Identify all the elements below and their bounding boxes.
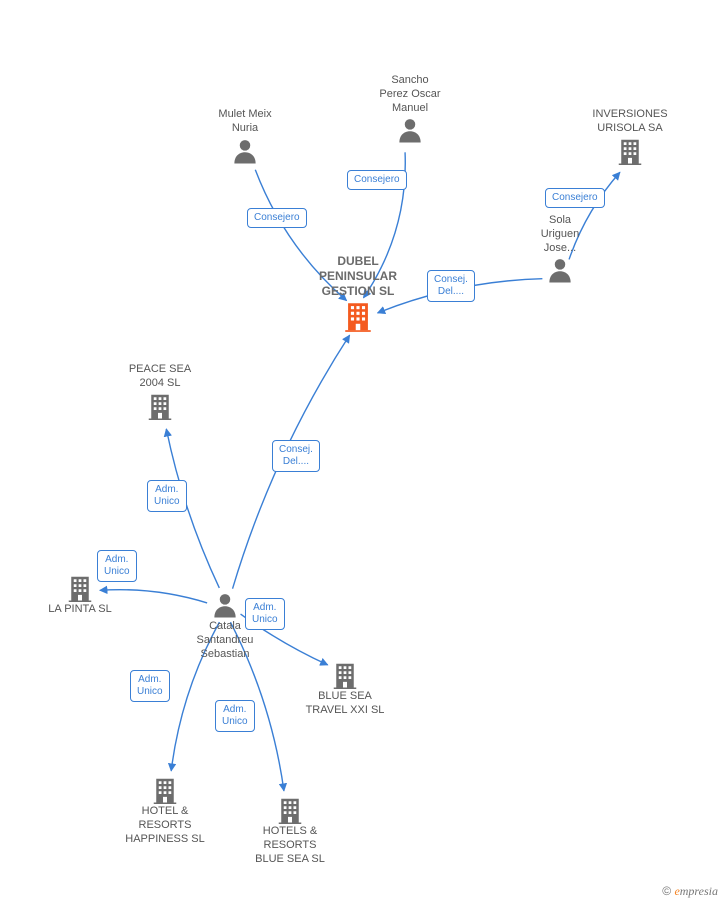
edge-label: Consejero [247, 208, 307, 228]
building-icon [150, 775, 180, 805]
footer-copyright: © empresia [662, 884, 718, 899]
node-mulet: Mulet MeixNuria [190, 108, 300, 166]
building-icon [615, 136, 645, 166]
building-icon [145, 391, 175, 421]
node-bluesea: HOTELS &RESORTSBLUE SEA SL [235, 795, 345, 866]
building-icon [330, 660, 360, 690]
node-label: LA PINTA SL [25, 603, 135, 617]
node-happy: HOTEL &RESORTSHAPPINESS SL [110, 775, 220, 846]
node-label: Mulet MeixNuria [190, 108, 300, 136]
node-label: HOTEL &RESORTSHAPPINESS SL [110, 805, 220, 846]
node-inver: INVERSIONESURISOLA SA [575, 108, 685, 166]
edge-label: Adm. Unico [245, 598, 285, 630]
person-icon [230, 136, 260, 166]
node-sancho: SanchoPerez OscarManuel [355, 74, 465, 145]
node-dubel: DUBELPENINSULARGESTION SL [303, 254, 413, 333]
person-icon [395, 115, 425, 145]
copyright-symbol: © [662, 884, 671, 898]
building-icon [275, 795, 305, 825]
building-icon [341, 299, 375, 333]
person-icon [545, 255, 575, 285]
node-label: SanchoPerez OscarManuel [355, 74, 465, 115]
node-label: BLUE SEATRAVEL XXI SL [290, 690, 400, 718]
edge-label: Adm. Unico [130, 670, 170, 702]
edge-label: Consej. Del.... [272, 440, 320, 472]
edge-label: Consej. Del.... [427, 270, 475, 302]
node-label: HOTELS &RESORTSBLUE SEA SL [235, 825, 345, 866]
node-bluexxi: BLUE SEATRAVEL XXI SL [290, 660, 400, 718]
edge-label: Adm. Unico [215, 700, 255, 732]
edge-label: Consejero [347, 170, 407, 190]
person-icon [210, 590, 240, 620]
brand-rest: mpresia [680, 884, 718, 898]
node-label: DUBELPENINSULARGESTION SL [303, 254, 413, 299]
node-label: PEACE SEA2004 SL [105, 363, 215, 391]
node-peace: PEACE SEA2004 SL [105, 363, 215, 421]
building-icon [65, 573, 95, 603]
edge-label: Consejero [545, 188, 605, 208]
node-label: SolaUriguenJose... [505, 214, 615, 255]
edge-label: Adm. Unico [97, 550, 137, 582]
node-label: INVERSIONESURISOLA SA [575, 108, 685, 136]
edge-label: Adm. Unico [147, 480, 187, 512]
node-sola: SolaUriguenJose... [505, 214, 615, 285]
